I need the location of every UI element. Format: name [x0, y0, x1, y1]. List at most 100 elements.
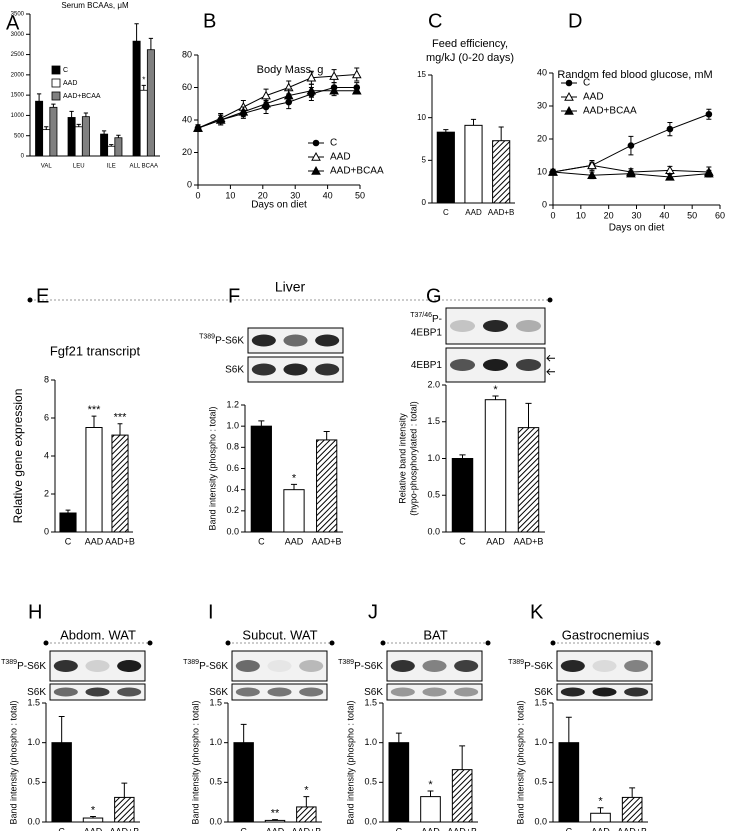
bar	[51, 742, 72, 823]
x-tick-label: ILE	[107, 164, 116, 170]
marker	[329, 85, 339, 95]
y-tick-label: 1.0	[364, 737, 377, 747]
bar	[436, 131, 455, 204]
y-tick-label: 8	[44, 374, 49, 384]
y-tick-label: 5	[422, 155, 427, 164]
blot-label-text: S6K	[27, 687, 46, 698]
marker	[329, 71, 339, 80]
y-tick-label: 0	[44, 526, 49, 536]
x-tick-label: AAD+B	[488, 208, 514, 217]
y-tick-label: 1.0	[534, 737, 547, 747]
blot-band	[624, 687, 649, 697]
significance: *	[91, 804, 96, 816]
marker	[351, 85, 362, 95]
error-bar	[51, 103, 56, 108]
marker	[306, 72, 317, 82]
blot-band	[117, 660, 142, 672]
group-label: Liver	[275, 279, 306, 295]
header-label: Gastrocnemius	[562, 627, 650, 642]
blot-band	[267, 687, 292, 697]
arrow	[546, 354, 555, 362]
error-bar	[459, 454, 466, 459]
legend-label: AAD+BCAA	[330, 166, 384, 177]
y-tick-label: 40	[537, 67, 547, 77]
blot-label: T389P-S6K	[199, 333, 244, 346]
significance: *	[598, 796, 603, 808]
bar	[590, 812, 611, 823]
x-tick-label: C	[240, 826, 247, 831]
y-tick-label: 0.0	[27, 816, 40, 826]
blot-band	[449, 320, 476, 332]
x-tick-label: 50	[687, 210, 697, 220]
bar	[85, 427, 103, 533]
legend-label: AAD+BCAA	[583, 106, 637, 117]
y-tick-label: 0.6	[226, 463, 239, 473]
y-tick-label: 1500	[11, 93, 25, 99]
y-tick-label: 2.0	[427, 379, 440, 389]
marker	[548, 166, 558, 176]
x-tick-label: ALL BCAA	[130, 164, 158, 170]
marker	[283, 90, 294, 100]
y-tick-label: 0.0	[364, 816, 377, 826]
legend-label: AAD	[583, 92, 604, 103]
blot-label-sup: T389	[338, 659, 354, 666]
marker	[193, 123, 203, 132]
blot-label-sup: T389	[508, 659, 524, 666]
blot-band	[592, 687, 617, 697]
blot-label-sup: T37/46	[410, 312, 432, 319]
blot-label: 4EBP1	[411, 360, 443, 371]
bar	[146, 49, 155, 157]
bar	[296, 806, 317, 823]
blot-label: T389P-S6K	[1, 659, 46, 672]
bar	[420, 796, 441, 823]
blot-label-text: P-S6K	[199, 661, 228, 672]
bar	[82, 817, 104, 823]
blot-label-text: P-S6K	[215, 335, 244, 346]
panel-letter: G	[426, 285, 442, 307]
blot-band	[454, 660, 479, 672]
blot-band	[560, 687, 585, 697]
y-tick-label: 0.4	[226, 484, 239, 494]
error-bar	[44, 126, 49, 130]
panel-letter: D	[568, 10, 582, 32]
y-tick-label: 0	[422, 198, 427, 207]
y-axis-label: Band intensity (phospho : total)	[190, 700, 200, 824]
x-tick-label: 20	[604, 210, 614, 220]
error-bar	[303, 796, 310, 807]
panel-letter: A	[6, 12, 20, 34]
y-tick-label: 0	[542, 199, 547, 209]
blot-label: S6K	[534, 687, 553, 698]
blot-label: 4EBP1	[411, 328, 443, 339]
y-tick-label: 1.0	[226, 421, 239, 431]
marker	[311, 165, 321, 175]
bar	[250, 425, 272, 533]
blot-band	[251, 363, 276, 376]
marker	[626, 168, 636, 178]
blot-band	[482, 359, 509, 371]
blot-band	[299, 687, 324, 697]
bar	[111, 434, 129, 533]
blot-band	[53, 687, 78, 697]
blot-label: T389P-S6K	[508, 659, 553, 672]
x-tick-label: AAD+B	[447, 826, 477, 831]
x-tick-label: 40	[659, 210, 669, 220]
rule-end	[547, 297, 553, 303]
x-tick-label: AAD+B	[109, 826, 139, 831]
blot-band	[624, 660, 649, 672]
legend-label: AAD	[63, 80, 77, 87]
chart-title: Serum BCAAs, μM	[61, 1, 129, 10]
blot-label: T37/46P-	[410, 312, 442, 325]
bar	[283, 489, 305, 533]
y-axis-label: (hypo-phosphorylated : total)	[408, 401, 418, 516]
y-tick-label: 0.0	[427, 526, 440, 536]
blot-band	[482, 320, 509, 332]
x-tick-label: 60	[715, 210, 725, 220]
x-tick-label: C	[396, 826, 403, 831]
y-tick-label: 3500	[11, 12, 25, 18]
error-bar	[525, 402, 532, 428]
blot-band	[390, 687, 415, 697]
marker	[564, 91, 574, 101]
error-bar	[427, 790, 434, 797]
y-tick-label: 6	[44, 412, 49, 422]
marker	[215, 114, 226, 124]
